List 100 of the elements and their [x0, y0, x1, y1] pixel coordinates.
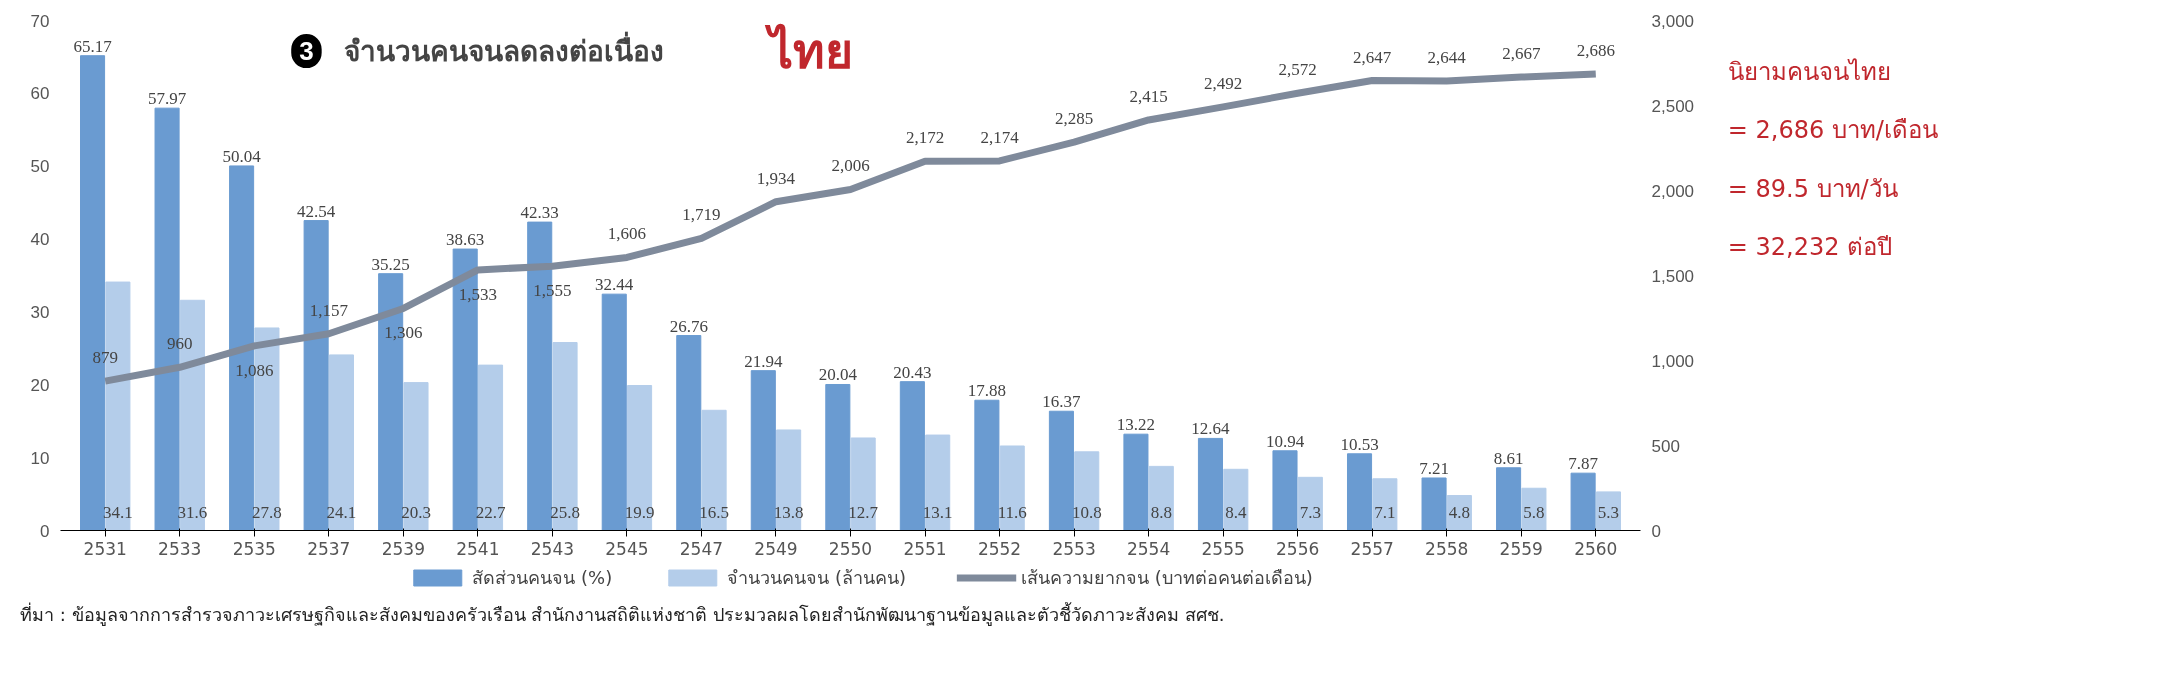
- data-label: 1,934: [756, 168, 796, 188]
- text: = 32,232 ต่อปี: [1727, 233, 1893, 262]
- data-label: 1,086: [235, 360, 274, 380]
- x-tick-label: 2537: [307, 538, 351, 559]
- data-label: 16.37: [1042, 392, 1082, 412]
- bar: [1521, 487, 1547, 531]
- y-tick-label: 50: [30, 157, 50, 177]
- bar: [1496, 467, 1522, 531]
- data-label: 32.44: [595, 275, 634, 295]
- bar: [850, 437, 876, 531]
- y-tick-label: 30: [30, 302, 50, 322]
- data-label: 10.94: [1265, 431, 1305, 451]
- data-label: 42.33: [520, 203, 559, 223]
- data-label: 2,667: [1502, 44, 1541, 64]
- data-label: 1,719: [682, 205, 721, 225]
- data-label: 27.8: [252, 502, 282, 522]
- y2-tick-label: 2,000: [1651, 181, 1695, 201]
- data-label: 31.6: [177, 502, 208, 522]
- bar: [1421, 477, 1447, 531]
- data-label: 35.25: [371, 254, 410, 274]
- text: นิยามคนจนไทย: [1727, 57, 1891, 86]
- bar: [1197, 437, 1224, 531]
- data-label: 19.9: [624, 502, 655, 522]
- data-label: 12.64: [1191, 419, 1231, 439]
- data-label: 2,415: [1129, 86, 1168, 106]
- x-tick-label: 2552: [977, 538, 1022, 559]
- data-label: 10.8: [1071, 502, 1102, 522]
- x-tick-label: 2545: [605, 538, 649, 559]
- data-label: 13.8: [773, 502, 804, 522]
- data-label: 960: [167, 334, 193, 354]
- bar: [1223, 468, 1249, 531]
- y2-tick-label: 1,500: [1651, 266, 1695, 286]
- x-tick-label: 2559: [1499, 538, 1543, 559]
- data-label: 7.1: [1374, 502, 1396, 522]
- bar: [676, 335, 702, 531]
- data-label: 42.54: [297, 201, 336, 221]
- bar: [627, 385, 653, 531]
- legend-label: สัดส่วนคนจน (%): [472, 565, 613, 590]
- data-label: 2,285: [1054, 109, 1094, 129]
- data-label: 20.04: [818, 365, 858, 385]
- data-label: 17.88: [967, 381, 1007, 401]
- x-tick-label: 2549: [754, 538, 798, 559]
- chart-subtitle: ไทย: [763, 23, 853, 80]
- bar: [899, 381, 925, 531]
- data-label: 20.3: [401, 502, 431, 522]
- text: จำนวนคนจนลดลงต่อเนื่อง: [343, 30, 664, 68]
- data-label: 65.17: [73, 36, 113, 56]
- bar: [1297, 476, 1323, 531]
- bar: [1570, 472, 1596, 531]
- data-label: 24.1: [326, 502, 357, 522]
- data-label: 13.22: [1116, 415, 1156, 435]
- data-label: 22.7: [475, 502, 506, 522]
- data-label: 2,172: [905, 128, 945, 148]
- data-label: 50.04: [222, 146, 262, 166]
- data-label: 2,006: [831, 156, 870, 176]
- data-label: 38.63: [446, 230, 485, 250]
- bar: [1074, 451, 1100, 531]
- data-label: 26.76: [669, 316, 708, 336]
- data-label: 7.3: [1299, 502, 1321, 522]
- data-label: 13.1: [922, 502, 953, 522]
- text: = 2,686 บาท/เดือน: [1727, 116, 1938, 145]
- x-tick-label: 2556: [1276, 538, 1320, 559]
- bar: [1346, 453, 1373, 531]
- bar: [776, 429, 802, 531]
- bar: [999, 445, 1025, 531]
- bar: [552, 342, 578, 531]
- x-tick-label: 2557: [1350, 538, 1394, 559]
- x-tick-label: 2533: [158, 538, 202, 559]
- bar: [1123, 433, 1149, 531]
- x-tick-label: 2541: [456, 538, 500, 559]
- data-label: 34.1: [103, 502, 133, 522]
- y-tick-label: 20: [30, 375, 50, 395]
- data-label: 10.53: [1340, 434, 1379, 454]
- y-tick-label: 60: [30, 84, 50, 104]
- data-label: 12.7: [848, 502, 879, 522]
- bar: [701, 409, 727, 531]
- data-label: 57.97: [147, 89, 187, 109]
- data-label: 2,174: [980, 127, 1020, 147]
- annotation: 3: [299, 36, 314, 67]
- x-tick-label: 2535: [232, 538, 276, 559]
- y2-tick-label: 2,500: [1651, 96, 1695, 116]
- data-label: 21.94: [744, 351, 783, 371]
- data-label: 8.8: [1150, 502, 1172, 522]
- x-tick-label: 2555: [1201, 538, 1245, 559]
- x-tick-label: 2547: [679, 538, 724, 559]
- text: ที่มา : ข้อมูลจากการสำรวจภาวะเศรษฐกิจและสังคมของครัวเรือน สำนักงานสถิติแห่งชาติ ประมวลผลโดยสำนักพัฒนาฐานข้อมูลและตัวชี้วัดภาวะสังคม สศช.: [20, 602, 1225, 628]
- bar: [1272, 450, 1298, 531]
- data-label: 7.87: [1568, 454, 1599, 474]
- data-label: 25.8: [550, 502, 580, 522]
- data-label: 2,686: [1576, 40, 1615, 60]
- y-tick-label: 10: [30, 448, 50, 468]
- x-tick-label: 2553: [1052, 538, 1096, 559]
- bar: [1372, 478, 1398, 531]
- legend-label: จำนวนคนจน (ล้านคน): [727, 565, 906, 590]
- data-label: 879: [92, 348, 118, 368]
- data-label: 2,644: [1427, 48, 1467, 68]
- data-label: 16.5: [699, 502, 729, 522]
- y-tick-label: 40: [30, 230, 50, 250]
- text: = 89.5 บาท/วัน: [1727, 174, 1898, 203]
- data-label: 4.8: [1448, 502, 1471, 522]
